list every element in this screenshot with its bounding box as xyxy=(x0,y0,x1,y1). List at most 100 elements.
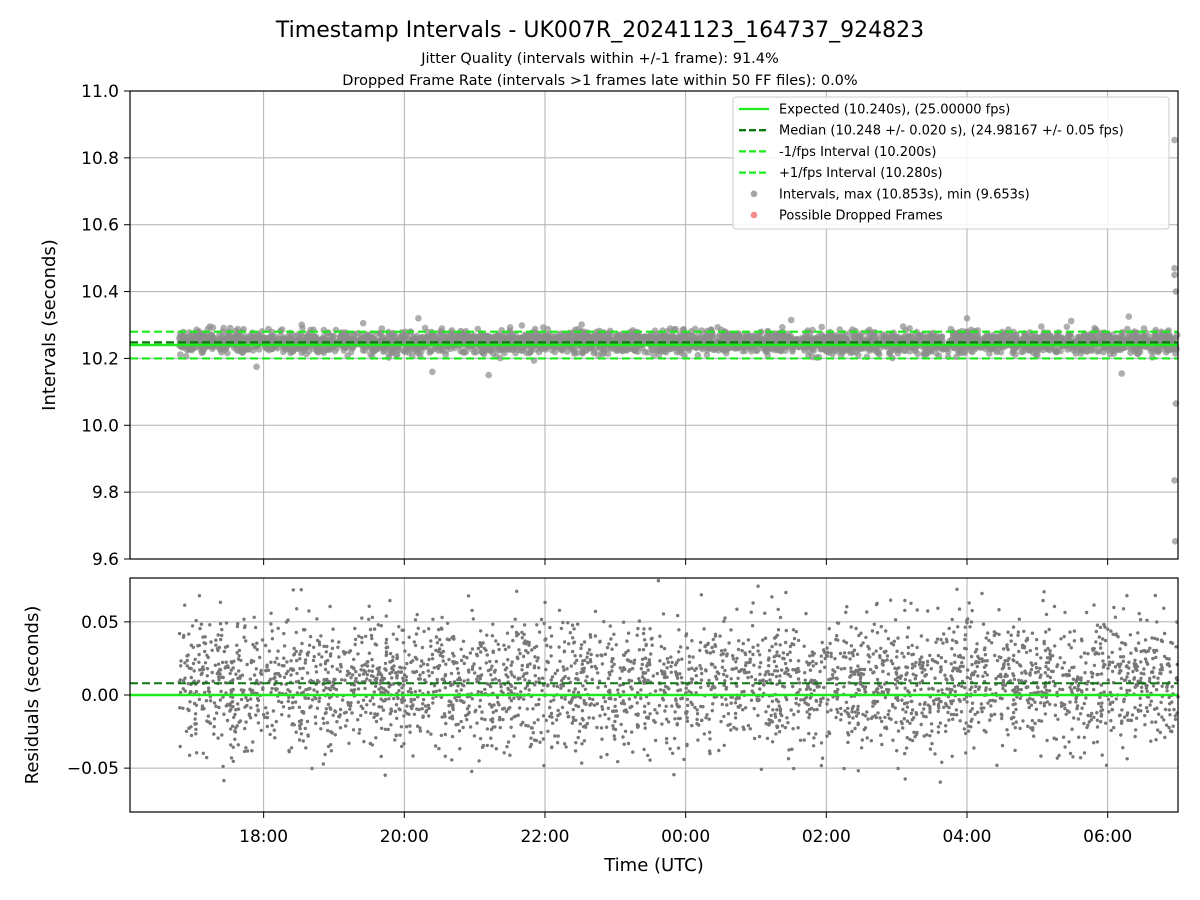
interval-point xyxy=(644,349,652,356)
residual-point xyxy=(309,704,313,708)
residual-point xyxy=(511,638,515,643)
residual-point xyxy=(526,651,530,655)
residual-point xyxy=(1019,687,1023,692)
residual-point xyxy=(748,650,752,654)
residual-point xyxy=(904,710,908,714)
residual-point xyxy=(722,743,726,748)
interval-point xyxy=(1066,332,1073,339)
residual-point xyxy=(1119,686,1123,690)
residual-point xyxy=(1077,735,1081,739)
residual-point xyxy=(869,667,873,672)
residual-point xyxy=(312,645,316,649)
residual-point xyxy=(880,742,884,747)
residual-point xyxy=(458,747,462,751)
interval-point xyxy=(1147,348,1155,355)
interval-point xyxy=(521,334,528,342)
residual-point xyxy=(957,607,962,611)
residual-point xyxy=(665,741,669,745)
interval-point xyxy=(1157,346,1164,353)
residual-point xyxy=(711,702,715,706)
residual-point xyxy=(676,613,680,618)
residual-point xyxy=(440,627,444,631)
residual-point xyxy=(494,747,498,751)
residual-point xyxy=(1006,662,1010,667)
residual-point xyxy=(479,629,483,633)
residual-point xyxy=(702,627,706,631)
residual-point xyxy=(774,642,778,646)
residual-point xyxy=(324,650,328,654)
residual-point xyxy=(426,730,430,734)
residual-point xyxy=(797,703,801,707)
residual-point xyxy=(379,754,383,759)
residual-point xyxy=(338,669,342,674)
residual-point xyxy=(767,664,771,668)
interval-point xyxy=(385,351,393,358)
residual-point xyxy=(443,686,447,690)
main-y-tick-label: 10.2 xyxy=(81,349,119,369)
residual-point xyxy=(720,665,725,669)
residual-point xyxy=(666,660,670,664)
interval-point xyxy=(566,333,574,341)
residual-point xyxy=(724,687,728,691)
residual-point xyxy=(829,654,833,659)
residual-point xyxy=(784,628,788,633)
residual-point xyxy=(427,706,431,710)
residual-point xyxy=(749,675,754,679)
residual-point xyxy=(595,725,599,730)
residual-point xyxy=(1000,696,1004,701)
residual-point xyxy=(611,724,615,728)
residual-point xyxy=(740,648,744,653)
residual-point xyxy=(388,598,392,603)
residual-point xyxy=(1107,710,1111,714)
residual-point xyxy=(255,704,259,708)
interval-point xyxy=(941,345,948,353)
residual-point xyxy=(177,631,182,636)
residual-point xyxy=(358,727,362,732)
residual-point xyxy=(699,678,704,682)
residual-point xyxy=(271,709,276,713)
residual-point xyxy=(918,657,922,661)
residual-point xyxy=(1100,701,1104,705)
residual-point xyxy=(974,684,978,689)
residual-point xyxy=(311,658,316,663)
residual-point xyxy=(865,710,869,714)
residual-point xyxy=(214,638,218,642)
residual-point xyxy=(1152,675,1156,679)
main-y-tick-label: 10.8 xyxy=(81,149,119,169)
residual-point xyxy=(794,696,798,701)
residual-point xyxy=(788,644,793,649)
residual-point xyxy=(699,593,704,597)
interval-point xyxy=(600,349,608,357)
residual-point xyxy=(733,711,738,716)
residual-point xyxy=(777,730,782,734)
residual-point xyxy=(722,714,726,719)
residual-point xyxy=(819,654,823,658)
residual-point xyxy=(871,652,875,656)
residual-point xyxy=(995,658,1000,663)
residual-point xyxy=(485,633,489,637)
residual-point xyxy=(522,623,527,627)
residual-point xyxy=(357,673,362,677)
interval-point xyxy=(1077,347,1085,354)
residual-point xyxy=(698,648,702,653)
residual-point xyxy=(421,662,426,666)
residual-point xyxy=(592,703,597,707)
residual-point xyxy=(269,611,273,615)
residual-point xyxy=(621,690,626,694)
residual-point xyxy=(663,709,667,713)
residual-point xyxy=(189,675,193,680)
residual-point xyxy=(1100,651,1105,655)
residual-point xyxy=(479,650,483,654)
residual-point xyxy=(587,716,591,720)
residual-point xyxy=(1157,712,1161,716)
chart-title: Timestamp Intervals - UK007R_20241123_16… xyxy=(275,18,924,43)
residual-point xyxy=(216,736,220,740)
residual-point xyxy=(555,741,560,745)
residual-point xyxy=(912,730,916,734)
residual-point xyxy=(827,678,831,682)
residual-point xyxy=(237,669,241,673)
interval-point xyxy=(685,347,693,354)
residual-point xyxy=(853,710,857,714)
residual-point xyxy=(357,634,361,638)
